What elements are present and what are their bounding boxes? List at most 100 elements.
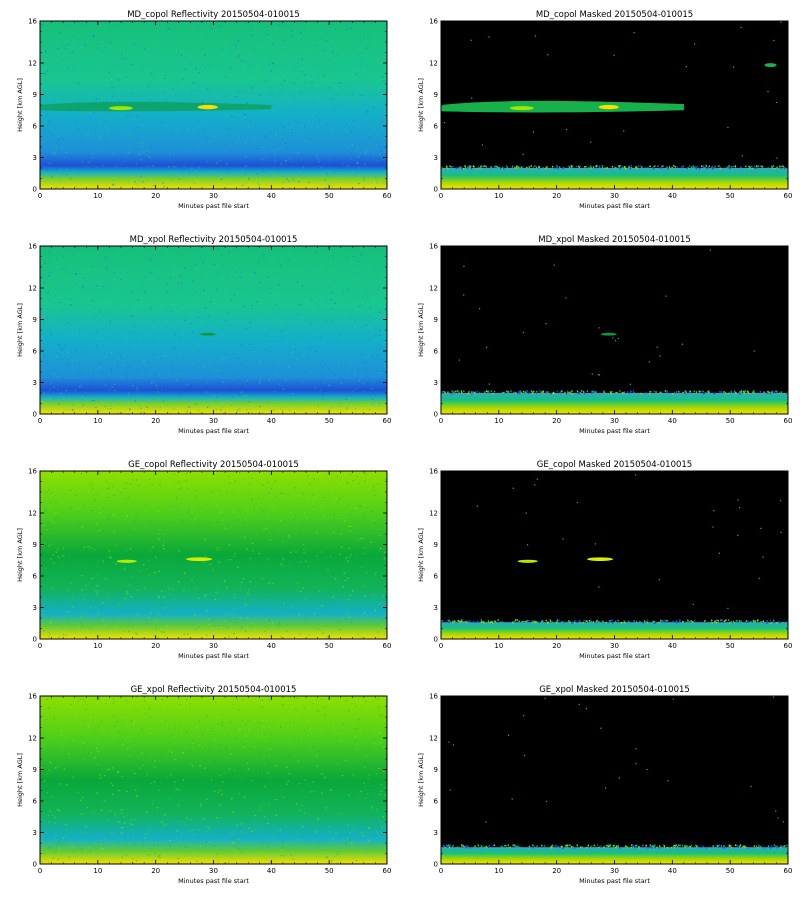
panel-title: GE_copol Reflectivity 20150504-010015 bbox=[128, 460, 299, 470]
panel-ge-xpol-refl: GE_xpol Reflectivity 20150504-010015 0 10 2… bbox=[16, 685, 391, 885]
x-tick-label: 60 bbox=[383, 642, 392, 650]
y-tick-label: 9 bbox=[33, 316, 37, 324]
x-tick-label: 50 bbox=[325, 642, 334, 650]
x-tick-label: 20 bbox=[552, 192, 561, 200]
x-tick-label: 20 bbox=[552, 867, 561, 875]
y-tick-label: 0 bbox=[434, 411, 438, 419]
x-tick-label: 60 bbox=[784, 192, 793, 200]
x-tick-label: 0 bbox=[38, 417, 42, 425]
y-tick-label: 16 bbox=[28, 468, 37, 476]
x-tick-label: 60 bbox=[784, 867, 793, 875]
y-tick-label: 0 bbox=[434, 861, 438, 869]
x-tick-label: 50 bbox=[325, 867, 334, 875]
cloud-core bbox=[197, 104, 218, 110]
x-tick-label: 0 bbox=[439, 192, 443, 200]
x-axis-label: Minutes past file start bbox=[579, 877, 650, 885]
reflectivity-field bbox=[441, 21, 788, 189]
panel-title: GE_xpol Reflectivity 20150504-010015 bbox=[131, 685, 297, 695]
cloud-core bbox=[600, 332, 617, 336]
y-tick-label: 12 bbox=[28, 60, 37, 68]
reflectivity-field bbox=[441, 246, 788, 414]
x-tick-label: 50 bbox=[726, 192, 735, 200]
panel-title: GE_xpol Masked 20150504-010015 bbox=[539, 685, 690, 695]
x-tick-label: 50 bbox=[726, 417, 735, 425]
y-tick-label: 9 bbox=[434, 91, 438, 99]
x-tick-label: 40 bbox=[267, 867, 276, 875]
x-tick-label: 60 bbox=[383, 867, 392, 875]
y-axis-label: Height [km AGL] bbox=[16, 753, 24, 807]
x-axis-label: Minutes past file start bbox=[579, 202, 650, 210]
x-tick-label: 20 bbox=[151, 417, 160, 425]
x-tick-label: 0 bbox=[38, 867, 42, 875]
x-axis-label: Minutes past file start bbox=[178, 877, 249, 885]
x-tick-label: 0 bbox=[439, 642, 443, 650]
reflectivity-field bbox=[40, 471, 387, 639]
x-tick-label: 60 bbox=[383, 192, 392, 200]
y-tick-label: 0 bbox=[33, 411, 37, 419]
x-tick-label: 10 bbox=[494, 642, 503, 650]
panel-md-copol-refl: MD_copol Reflectivity 20150504-010015 0 10… bbox=[16, 10, 391, 210]
x-tick-label: 0 bbox=[439, 867, 443, 875]
x-tick-label: 30 bbox=[209, 192, 218, 200]
y-tick-label: 16 bbox=[429, 693, 438, 701]
x-axis-label: Minutes past file start bbox=[178, 427, 249, 435]
x-tick-label: 10 bbox=[93, 642, 102, 650]
cloud-core bbox=[116, 559, 137, 563]
reflectivity-field bbox=[40, 696, 387, 864]
panel-title: MD_xpol Masked 20150504-010015 bbox=[538, 235, 691, 245]
reflectivity-field bbox=[441, 471, 788, 639]
x-tick-label: 10 bbox=[494, 417, 503, 425]
panel-title: MD_copol Reflectivity 20150504-010015 bbox=[127, 10, 300, 20]
x-tick-label: 60 bbox=[383, 417, 392, 425]
cloud-core bbox=[186, 557, 213, 561]
y-tick-label: 0 bbox=[33, 636, 37, 644]
x-axis-label: Minutes past file start bbox=[178, 202, 249, 210]
x-tick-label: 30 bbox=[610, 192, 619, 200]
x-tick-label: 60 bbox=[784, 642, 793, 650]
y-tick-label: 0 bbox=[434, 186, 438, 194]
x-tick-label: 40 bbox=[668, 867, 677, 875]
y-tick-label: 3 bbox=[434, 154, 438, 162]
x-tick-label: 40 bbox=[267, 192, 276, 200]
x-tick-label: 10 bbox=[93, 192, 102, 200]
x-tick-label: 20 bbox=[151, 192, 160, 200]
y-tick-label: 9 bbox=[434, 316, 438, 324]
y-tick-label: 16 bbox=[28, 18, 37, 26]
panel-ge-copol-refl: GE_copol Reflectivity 20150504-010015 0 10… bbox=[16, 460, 391, 660]
y-tick-label: 16 bbox=[429, 468, 438, 476]
y-tick-label: 6 bbox=[434, 798, 439, 806]
y-axis-label: Height [km AGL] bbox=[16, 528, 24, 582]
cloud-core bbox=[587, 557, 614, 561]
panel-title: GE_copol Masked 20150504-010015 bbox=[537, 460, 692, 470]
reflectivity-field bbox=[40, 246, 387, 414]
x-tick-label: 40 bbox=[267, 417, 276, 425]
y-tick-label: 3 bbox=[33, 604, 37, 612]
y-tick-label: 9 bbox=[33, 91, 37, 99]
x-tick-label: 0 bbox=[439, 417, 443, 425]
y-tick-label: 0 bbox=[33, 186, 37, 194]
y-tick-label: 6 bbox=[33, 348, 38, 356]
x-tick-label: 40 bbox=[668, 642, 677, 650]
x-tick-label: 20 bbox=[552, 417, 561, 425]
x-tick-label: 30 bbox=[209, 642, 218, 650]
x-tick-label: 50 bbox=[325, 417, 334, 425]
y-tick-label: 3 bbox=[33, 154, 37, 162]
y-tick-label: 12 bbox=[28, 735, 37, 743]
x-axis-label: Minutes past file start bbox=[579, 427, 650, 435]
y-tick-label: 3 bbox=[434, 829, 438, 837]
y-tick-label: 16 bbox=[429, 18, 438, 26]
x-tick-label: 30 bbox=[209, 417, 218, 425]
x-tick-label: 10 bbox=[93, 867, 102, 875]
y-tick-label: 9 bbox=[33, 766, 37, 774]
x-tick-label: 50 bbox=[325, 192, 334, 200]
y-tick-label: 0 bbox=[33, 861, 37, 869]
cloud-core bbox=[598, 104, 619, 110]
reflectivity-field bbox=[441, 696, 788, 864]
y-axis-label: Height [km AGL] bbox=[417, 78, 425, 132]
cloud-layer bbox=[40, 101, 272, 112]
y-axis-label: Height [km AGL] bbox=[417, 528, 425, 582]
